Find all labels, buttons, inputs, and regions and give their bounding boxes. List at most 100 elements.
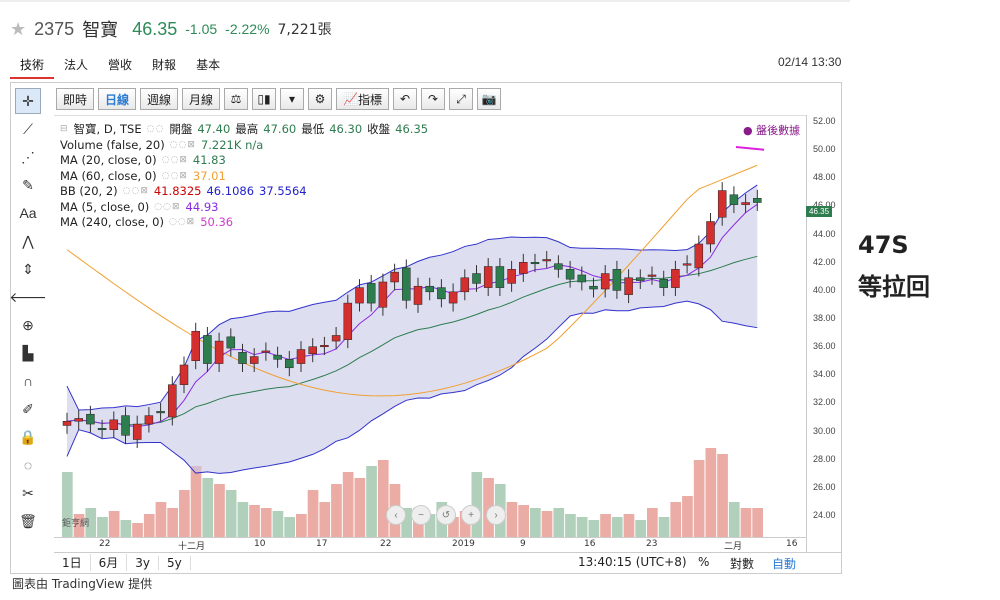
stock-volume: 7,221張 bbox=[277, 22, 332, 38]
legend-ma60-controls[interactable]: ◌◌⊠ bbox=[161, 170, 188, 181]
settings-tools-icon[interactable]: ✂ bbox=[22, 484, 34, 501]
hide-icon[interactable]: ◌ bbox=[23, 457, 33, 473]
price-axis[interactable]: 24.00 26.00 28.00 30.00 32.00 34.00 36.00 38.00… bbox=[806, 115, 842, 552]
legend-ma20-value: 41.83 bbox=[192, 153, 226, 167]
arrow-left-icon[interactable]: 🡐 bbox=[9, 288, 47, 305]
legend-collapse-icon[interactable]: ⊟ bbox=[60, 124, 69, 134]
volume-bar bbox=[541, 511, 553, 538]
gear-icon[interactable]: ⚙ bbox=[308, 88, 333, 110]
candle-body bbox=[179, 364, 189, 385]
volume-bar bbox=[518, 505, 529, 538]
candle-style-icon[interactable]: ▯▮ bbox=[252, 88, 277, 110]
volume-bar bbox=[296, 514, 307, 538]
volume-bar bbox=[225, 490, 237, 538]
tab-revenue[interactable]: 營收 bbox=[108, 58, 133, 72]
price-chart[interactable] bbox=[54, 116, 806, 538]
legend-ma240-controls[interactable]: ◌◌⊠ bbox=[168, 217, 196, 227]
legend-ma20-controls[interactable]: ◌◌⊠ bbox=[161, 155, 188, 165]
legend-volume-controls[interactable]: ◌◌⊠ bbox=[169, 139, 196, 150]
volume-bar bbox=[506, 502, 518, 538]
volume-bar bbox=[682, 496, 693, 538]
candle-body bbox=[214, 340, 224, 364]
time-axis[interactable]: 22 十二月 10 17 22 2019 9 16 23 二月 16 bbox=[54, 537, 806, 552]
redo-icon[interactable]: ↷ bbox=[421, 88, 446, 110]
trendline-icon[interactable]: ⟋ bbox=[23, 120, 33, 137]
volume-bar bbox=[354, 478, 366, 538]
period-realtime-button[interactable]: 即時 bbox=[56, 88, 95, 110]
legend-ma60-label: MA (60, close, 0) bbox=[60, 168, 157, 183]
volume-bar bbox=[740, 508, 752, 538]
period-weekly-button[interactable]: 週線 bbox=[140, 88, 179, 110]
brush-icon[interactable]: ✎ bbox=[22, 176, 34, 193]
chart-area[interactable] bbox=[54, 115, 806, 552]
legend-high: 47.60 bbox=[263, 122, 297, 136]
range-6m[interactable]: 6月 bbox=[91, 554, 128, 571]
favorite-star-icon[interactable]: ★ bbox=[10, 18, 27, 39]
pattern-icon[interactable]: ⋀ bbox=[22, 232, 34, 249]
volume-bar bbox=[576, 517, 588, 538]
candle-body bbox=[144, 415, 154, 425]
candle-body bbox=[706, 221, 715, 245]
fib-icon[interactable]: ⋰ bbox=[21, 148, 35, 165]
candle-body bbox=[62, 420, 72, 426]
legend-ma5-controls[interactable]: ◌◌⊠ bbox=[154, 201, 181, 212]
undo-icon[interactable]: ↶ bbox=[393, 88, 418, 110]
range-1d[interactable]: 1日 bbox=[54, 554, 91, 571]
camera-icon[interactable]: 📷 bbox=[477, 88, 502, 110]
zoom-out-icon[interactable]: − bbox=[411, 505, 431, 525]
x-tick-label: 22 bbox=[380, 539, 392, 549]
fullscreen-icon[interactable]: ⤢ bbox=[449, 88, 474, 110]
trash-icon[interactable]: 🗑 bbox=[19, 512, 37, 529]
candle-body bbox=[121, 415, 130, 436]
stay-drawing-icon[interactable]: ✐ bbox=[22, 400, 34, 417]
volume-bar bbox=[202, 478, 214, 538]
tab-technical[interactable]: 技術 bbox=[10, 52, 55, 79]
volume-bar bbox=[459, 511, 471, 538]
reset-icon[interactable]: ↺ bbox=[436, 505, 456, 525]
x-tick-label: 9 bbox=[520, 539, 526, 549]
tab-institutional[interactable]: 法人 bbox=[64, 58, 89, 72]
zoom-icon[interactable]: ⊕ bbox=[22, 316, 34, 333]
legend-bb-v2: 46.1086 bbox=[206, 184, 255, 198]
lock-icon[interactable]: 🔒 bbox=[19, 428, 37, 445]
zoom-in-icon[interactable]: + bbox=[461, 505, 481, 525]
text-tool-icon[interactable]: Aa bbox=[19, 205, 37, 221]
candle-body bbox=[671, 269, 680, 288]
legend-ma240: MA (240, close, 0) ◌◌⊠ 50.36 bbox=[60, 215, 428, 231]
tab-basic[interactable]: 基本 bbox=[196, 58, 221, 72]
tab-financials[interactable]: 財報 bbox=[152, 58, 177, 72]
x-tick-label: 10 bbox=[254, 539, 266, 549]
legend-volume-label: Volume (false, 20) bbox=[60, 137, 165, 152]
candle-body bbox=[437, 287, 446, 300]
auto-toggle[interactable]: 自動 bbox=[772, 557, 797, 571]
info-tabs: 技術 法人 營收 財報 基本 bbox=[10, 52, 230, 79]
candle-body bbox=[156, 411, 165, 414]
chevron-down-icon[interactable]: ▾ bbox=[280, 88, 305, 110]
after-hours-label[interactable]: ● 盤後數據 bbox=[743, 124, 801, 137]
period-monthly-button[interactable]: 月線 bbox=[182, 88, 221, 110]
indicators-button[interactable]: 📈 指標 bbox=[336, 88, 390, 110]
log-toggle[interactable]: 對數 bbox=[730, 557, 755, 571]
period-daily-button[interactable]: 日線 bbox=[98, 88, 137, 110]
indicators-label: 指標 bbox=[358, 92, 383, 107]
volume-bar bbox=[377, 460, 389, 538]
magnet-icon[interactable]: ∩ bbox=[22, 373, 34, 389]
ruler-icon[interactable]: ▙ bbox=[22, 344, 34, 361]
clock[interactable]: 13:40:15 (UTC+8) bbox=[578, 555, 687, 569]
legend-bb-controls[interactable]: ◌◌⊠ bbox=[122, 186, 149, 196]
scroll-right-icon[interactable]: › bbox=[486, 505, 506, 525]
scroll-left-icon[interactable]: ‹ bbox=[386, 505, 406, 525]
measure-icon[interactable]: ⇕ bbox=[22, 260, 34, 277]
candle-body bbox=[273, 354, 282, 360]
legend-controls[interactable]: ◌◌ bbox=[146, 124, 165, 134]
candle-body bbox=[249, 356, 259, 364]
volume-bar bbox=[448, 517, 459, 538]
range-5y[interactable]: 5y bbox=[159, 555, 191, 570]
compare-icon[interactable]: ⚖ bbox=[224, 88, 249, 110]
price-change: -1.05 bbox=[185, 21, 218, 37]
range-3y[interactable]: 3y bbox=[127, 555, 160, 570]
percent-toggle[interactable]: % bbox=[698, 555, 710, 569]
crosshair-icon[interactable]: ✛ bbox=[15, 88, 41, 114]
candle-body bbox=[753, 198, 762, 203]
volume-bar bbox=[635, 520, 646, 538]
